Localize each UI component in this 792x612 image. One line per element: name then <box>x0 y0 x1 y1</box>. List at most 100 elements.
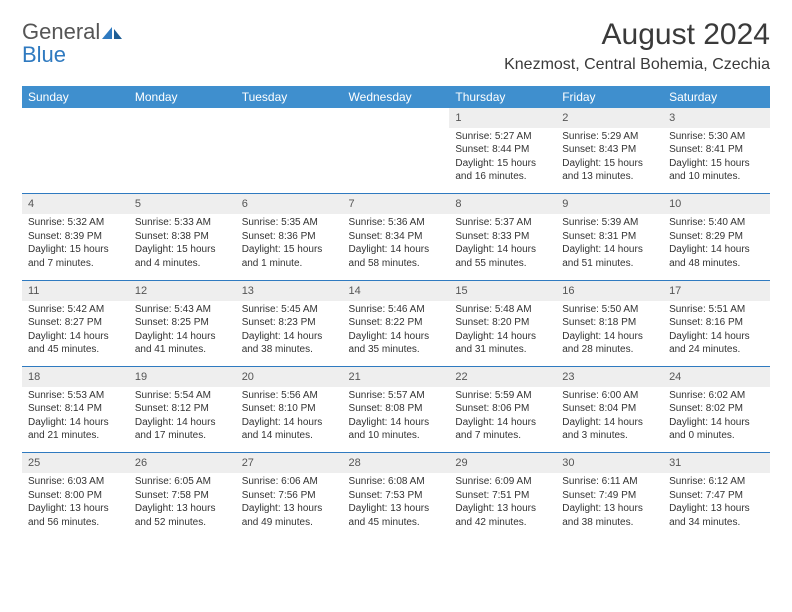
sunrise-text: Sunrise: 6:02 AM <box>669 389 764 403</box>
daylight-text-2: and 48 minutes. <box>669 257 764 271</box>
daylight-text-2: and 31 minutes. <box>455 343 550 357</box>
weekday-header: Saturday <box>663 86 770 108</box>
day-detail-cell: Sunrise: 5:30 AMSunset: 8:41 PMDaylight:… <box>663 128 770 194</box>
daylight-text-1: Daylight: 14 hours <box>455 330 550 344</box>
sunrise-text: Sunrise: 5:40 AM <box>669 216 764 230</box>
sunrise-text: Sunrise: 6:11 AM <box>562 475 657 489</box>
daylight-text-2: and 56 minutes. <box>28 516 123 530</box>
week-detail-row: Sunrise: 6:03 AMSunset: 8:00 PMDaylight:… <box>22 473 770 539</box>
sunrise-text: Sunrise: 5:51 AM <box>669 303 764 317</box>
sunset-text: Sunset: 8:23 PM <box>242 316 337 330</box>
sunset-text: Sunset: 8:02 PM <box>669 402 764 416</box>
sunset-text: Sunset: 8:14 PM <box>28 402 123 416</box>
daylight-text-2: and 14 minutes. <box>242 429 337 443</box>
week-daynum-row: 25262728293031 <box>22 453 770 473</box>
daylight-text-2: and 24 minutes. <box>669 343 764 357</box>
day-detail-cell <box>22 128 129 194</box>
day-detail-cell: Sunrise: 6:09 AMSunset: 7:51 PMDaylight:… <box>449 473 556 539</box>
sunset-text: Sunset: 8:10 PM <box>242 402 337 416</box>
daylight-text-1: Daylight: 13 hours <box>28 502 123 516</box>
sunrise-text: Sunrise: 5:39 AM <box>562 216 657 230</box>
day-number-cell: 24 <box>663 367 770 387</box>
day-number-cell: 10 <box>663 194 770 214</box>
weekday-header: Monday <box>129 86 236 108</box>
sunset-text: Sunset: 8:41 PM <box>669 143 764 157</box>
daylight-text-2: and 35 minutes. <box>349 343 444 357</box>
day-number-cell: 30 <box>556 453 663 473</box>
sunrise-text: Sunrise: 6:06 AM <box>242 475 337 489</box>
sunset-text: Sunset: 8:31 PM <box>562 230 657 244</box>
daylight-text-2: and 13 minutes. <box>562 170 657 184</box>
daylight-text-1: Daylight: 14 hours <box>349 330 444 344</box>
sunrise-text: Sunrise: 5:54 AM <box>135 389 230 403</box>
daylight-text-1: Daylight: 14 hours <box>455 243 550 257</box>
daylight-text-2: and 4 minutes. <box>135 257 230 271</box>
calendar-header-row: SundayMondayTuesdayWednesdayThursdayFrid… <box>22 86 770 108</box>
daylight-text-2: and 42 minutes. <box>455 516 550 530</box>
logo-sail-icon <box>102 22 124 45</box>
day-detail-cell: Sunrise: 5:29 AMSunset: 8:43 PMDaylight:… <box>556 128 663 194</box>
title-block: August 2024 Knezmost, Central Bohemia, C… <box>504 18 770 76</box>
day-detail-cell: Sunrise: 5:42 AMSunset: 8:27 PMDaylight:… <box>22 301 129 367</box>
day-number-cell: 11 <box>22 280 129 300</box>
daylight-text-2: and 10 minutes. <box>669 170 764 184</box>
sunrise-text: Sunrise: 5:57 AM <box>349 389 444 403</box>
daylight-text-1: Daylight: 13 hours <box>562 502 657 516</box>
logo: GeneralBlue <box>22 20 124 66</box>
day-number-cell: 21 <box>343 367 450 387</box>
week-detail-row: Sunrise: 5:32 AMSunset: 8:39 PMDaylight:… <box>22 214 770 280</box>
daylight-text-2: and 45 minutes. <box>349 516 444 530</box>
calendar-body: 123Sunrise: 5:27 AMSunset: 8:44 PMDaylig… <box>22 108 770 539</box>
day-detail-cell: Sunrise: 6:06 AMSunset: 7:56 PMDaylight:… <box>236 473 343 539</box>
week-daynum-row: 11121314151617 <box>22 280 770 300</box>
logo-word-2: Blue <box>22 42 66 67</box>
day-number-cell <box>22 108 129 128</box>
daylight-text-2: and 38 minutes. <box>562 516 657 530</box>
daylight-text-1: Daylight: 14 hours <box>349 416 444 430</box>
daylight-text-1: Daylight: 14 hours <box>135 330 230 344</box>
sunrise-text: Sunrise: 5:48 AM <box>455 303 550 317</box>
sunrise-text: Sunrise: 6:03 AM <box>28 475 123 489</box>
sunset-text: Sunset: 8:36 PM <box>242 230 337 244</box>
sunrise-text: Sunrise: 5:53 AM <box>28 389 123 403</box>
daylight-text-1: Daylight: 15 hours <box>135 243 230 257</box>
day-detail-cell: Sunrise: 6:12 AMSunset: 7:47 PMDaylight:… <box>663 473 770 539</box>
sunrise-text: Sunrise: 5:33 AM <box>135 216 230 230</box>
daylight-text-2: and 3 minutes. <box>562 429 657 443</box>
day-detail-cell: Sunrise: 5:46 AMSunset: 8:22 PMDaylight:… <box>343 301 450 367</box>
sunrise-text: Sunrise: 5:29 AM <box>562 130 657 144</box>
daylight-text-1: Daylight: 13 hours <box>135 502 230 516</box>
sunrise-text: Sunrise: 5:27 AM <box>455 130 550 144</box>
week-daynum-row: 45678910 <box>22 194 770 214</box>
day-number-cell: 17 <box>663 280 770 300</box>
sunrise-text: Sunrise: 5:45 AM <box>242 303 337 317</box>
day-detail-cell: Sunrise: 6:03 AMSunset: 8:00 PMDaylight:… <box>22 473 129 539</box>
daylight-text-2: and 52 minutes. <box>135 516 230 530</box>
day-number-cell: 7 <box>343 194 450 214</box>
day-detail-cell: Sunrise: 5:45 AMSunset: 8:23 PMDaylight:… <box>236 301 343 367</box>
daylight-text-2: and 49 minutes. <box>242 516 337 530</box>
daylight-text-2: and 58 minutes. <box>349 257 444 271</box>
day-detail-cell: Sunrise: 5:33 AMSunset: 8:38 PMDaylight:… <box>129 214 236 280</box>
day-number-cell: 26 <box>129 453 236 473</box>
day-number-cell: 25 <box>22 453 129 473</box>
day-number-cell: 27 <box>236 453 343 473</box>
sunrise-text: Sunrise: 5:56 AM <box>242 389 337 403</box>
daylight-text-2: and 34 minutes. <box>669 516 764 530</box>
daylight-text-2: and 51 minutes. <box>562 257 657 271</box>
sunset-text: Sunset: 8:29 PM <box>669 230 764 244</box>
daylight-text-1: Daylight: 15 hours <box>669 157 764 171</box>
day-number-cell: 6 <box>236 194 343 214</box>
day-number-cell: 19 <box>129 367 236 387</box>
daylight-text-2: and 1 minute. <box>242 257 337 271</box>
sunset-text: Sunset: 7:58 PM <box>135 489 230 503</box>
day-detail-cell: Sunrise: 5:32 AMSunset: 8:39 PMDaylight:… <box>22 214 129 280</box>
day-number-cell: 14 <box>343 280 450 300</box>
day-detail-cell: Sunrise: 5:48 AMSunset: 8:20 PMDaylight:… <box>449 301 556 367</box>
sunset-text: Sunset: 7:47 PM <box>669 489 764 503</box>
sunset-text: Sunset: 8:06 PM <box>455 402 550 416</box>
sunset-text: Sunset: 8:16 PM <box>669 316 764 330</box>
sunset-text: Sunset: 7:49 PM <box>562 489 657 503</box>
sunset-text: Sunset: 8:25 PM <box>135 316 230 330</box>
daylight-text-2: and 45 minutes. <box>28 343 123 357</box>
